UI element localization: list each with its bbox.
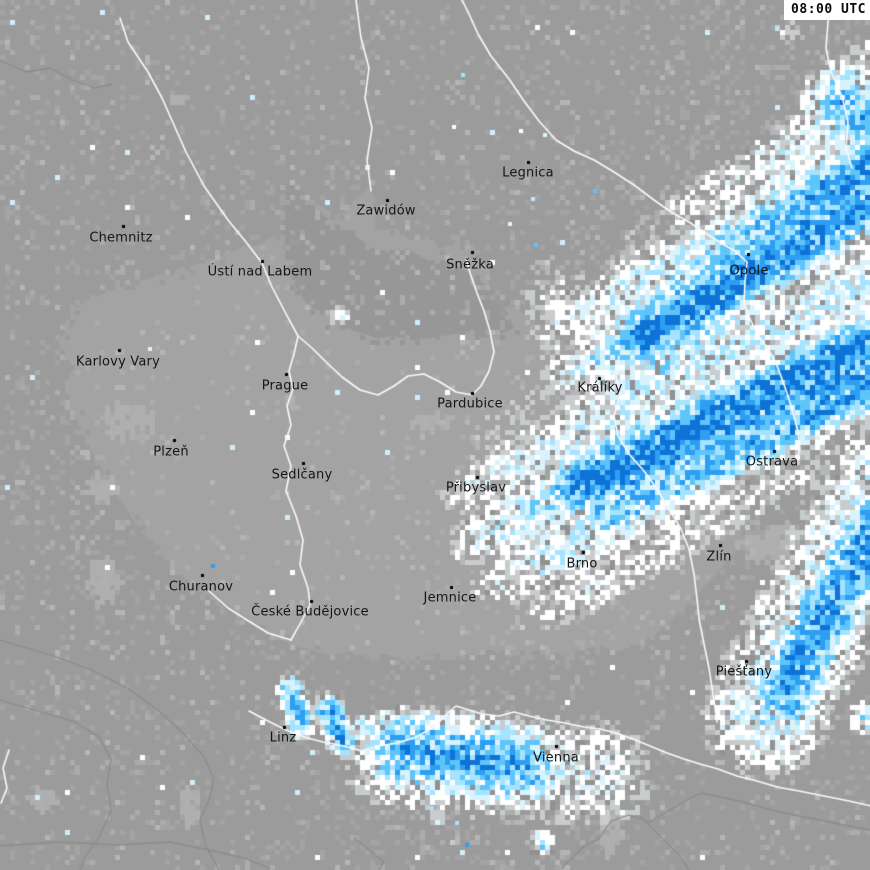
city-label: České Budějovice [251, 604, 369, 620]
city-label: Piešťany [715, 664, 773, 680]
city-label: Pardubice [437, 396, 503, 412]
city-label: Přibyslav [445, 480, 507, 496]
city-label: Chemnitz [89, 230, 153, 246]
city-label: Sedlčany [271, 467, 333, 483]
city-label: Sněžka [446, 257, 494, 273]
city-label: Vienna [533, 750, 579, 766]
city-label: Opole [729, 263, 769, 279]
city-label: Prague [261, 378, 309, 394]
city-label: Karlovy Vary [76, 354, 160, 370]
city-label: Legnica [502, 165, 554, 181]
city-label: Ostrava [745, 454, 799, 470]
timestamp-badge: 08:00 UTC [784, 0, 870, 20]
city-label: Plzeň [153, 444, 189, 460]
city-label: Zlín [706, 549, 732, 565]
city-label: Linz [269, 730, 297, 746]
city-label: Králíky [577, 380, 623, 396]
city-label: Ústí nad Labem [207, 264, 313, 280]
city-label: Jemnice [423, 590, 477, 606]
city-label: Brno [566, 556, 598, 572]
city-label: Zawidów [356, 203, 416, 219]
timestamp-text: 08:00 UTC [791, 2, 866, 17]
city-label: Churanov [168, 579, 234, 595]
